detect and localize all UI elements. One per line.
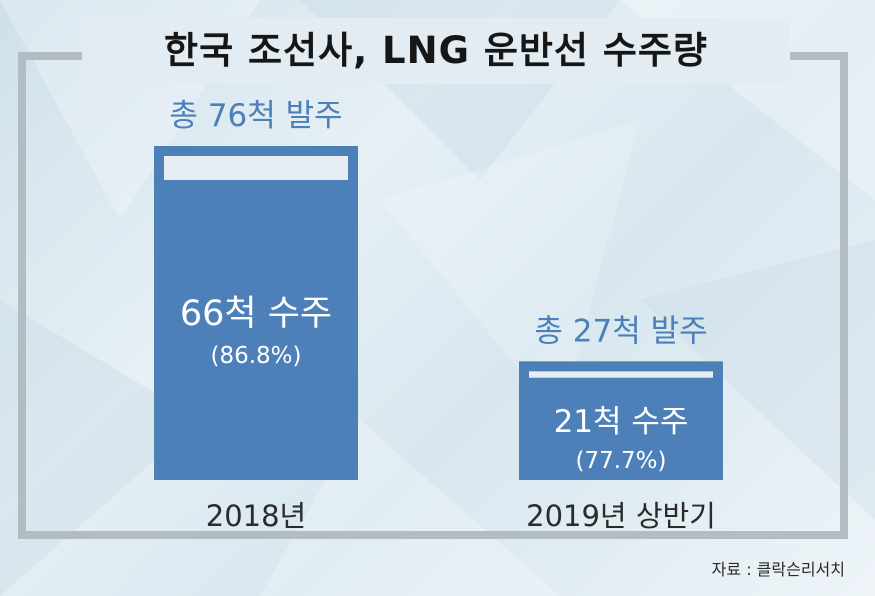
bar-inner-label: 21척 수주 xyxy=(554,404,689,440)
bar-percent-label: (86.8%) xyxy=(210,343,301,369)
category-label: 2018년 xyxy=(206,499,306,533)
bar-total-ordered xyxy=(154,146,358,480)
bar-percent-label: (77.7%) xyxy=(575,448,666,474)
source-note: 자료 : 클락슨리서치 xyxy=(711,560,845,579)
bar-top-label: 총 27척 발주 xyxy=(534,313,707,349)
title-background xyxy=(82,18,790,84)
bar-total-ordered xyxy=(519,361,723,480)
bar-unfilled-gap xyxy=(529,371,713,378)
bar-unfilled-gap xyxy=(164,156,348,180)
bar-inner-label: 66척 수주 xyxy=(180,294,332,334)
category-label: 2019년 상반기 xyxy=(526,499,716,533)
chart-title: 한국 조선사, LNG 운반선 수주량 xyxy=(164,29,708,72)
bar-top-label: 총 76척 발주 xyxy=(169,98,342,134)
